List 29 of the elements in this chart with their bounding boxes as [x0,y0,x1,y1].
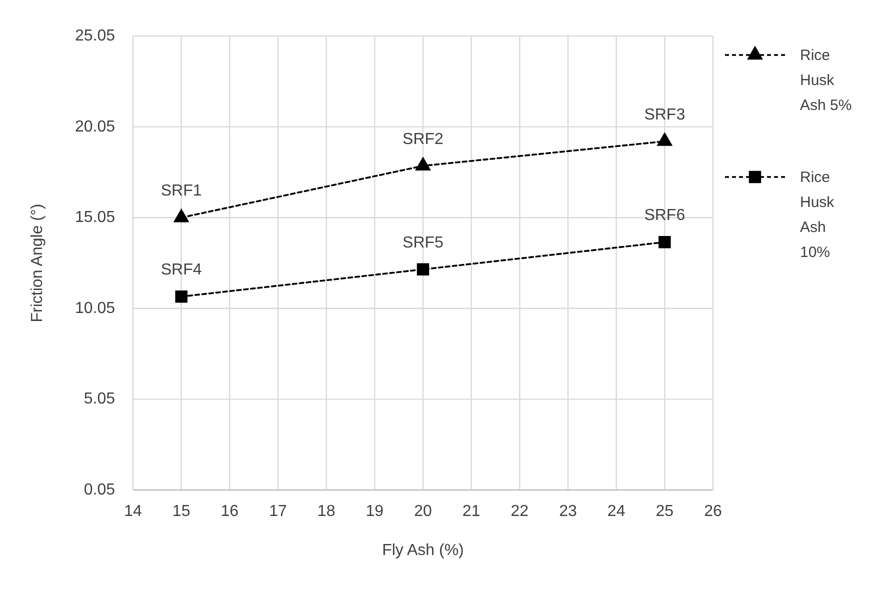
x-tick-label: 15 [172,503,190,520]
y-tick-label: 10.05 [74,300,116,317]
x-tick-label: 17 [269,503,287,520]
x-tick-label: 24 [607,503,626,520]
x-tick-label: 23 [559,503,577,520]
x-tick-label: 20 [414,503,432,520]
y-axis-title: Friction Angle (°) [29,204,46,322]
x-tick-label: 16 [220,503,239,520]
y-tick-label: 5.05 [84,390,116,408]
x-tick-label: 14 [124,503,142,520]
y-tick-label: 15.05 [74,209,116,226]
y-tick-label: 0.05 [84,482,116,498]
y-tick-label: 20.05 [74,118,116,136]
legend-label: Rice Husk Ash 5% [800,47,852,114]
x-tick-label: 19 [366,503,384,520]
x-tick-label: 21 [462,503,480,520]
legend-label: Rice Husk Ash 10% [800,169,835,261]
annotation: SRF6 [644,207,686,224]
annotation: SRF5 [402,234,444,252]
x-axis-title: Fly Ash (%) [382,542,464,559]
annotation: SRF3 [644,106,686,124]
annotation: SRF4 [160,262,202,279]
x-tick-label: 26 [704,503,722,520]
annotation: SRF1 [160,182,202,200]
y-tick-label: 25.05 [74,28,116,44]
annotation: SRF2 [402,130,444,148]
x-tick-label: 18 [317,503,336,520]
x-tick-label: 22 [510,503,529,520]
x-tick-label: 25 [656,503,674,520]
